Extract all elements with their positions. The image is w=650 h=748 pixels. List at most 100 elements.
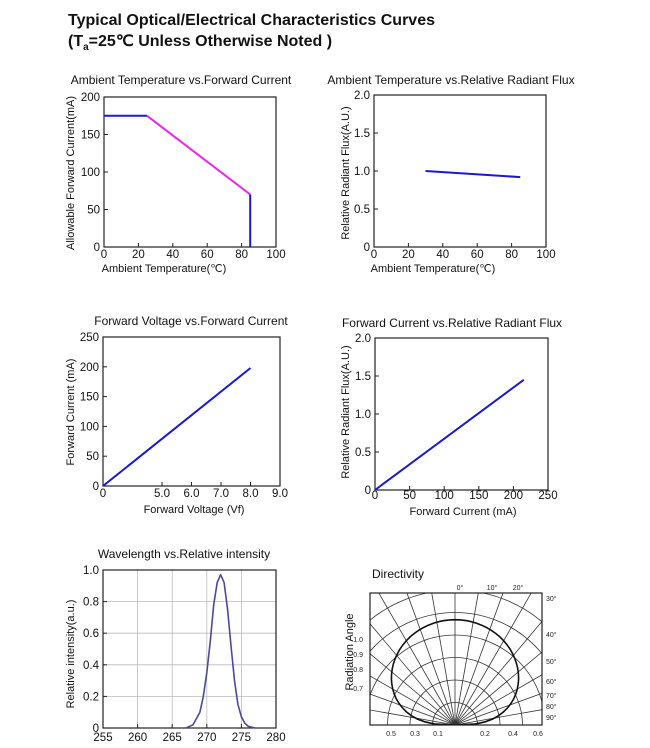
- polar-spoke: [370, 653, 456, 725]
- x-axis-label: Ambient Temperature(℃): [102, 263, 227, 275]
- x-axis-label: Forward Voltage (Vf): [144, 504, 245, 516]
- y-tick-label: 0.5: [354, 204, 370, 216]
- x-tick-label: 7.0: [213, 488, 229, 500]
- x-tick-label: 0: [372, 490, 378, 502]
- polar-spoke: [378, 593, 456, 725]
- y-tick-label: 1.0: [354, 166, 370, 178]
- chart-title: Ambient Temperature vs.Relative Radiant …: [327, 73, 574, 87]
- x-tick-label: 50: [403, 490, 416, 502]
- polar-spoke: [370, 709, 456, 725]
- x-tick-label: 40: [436, 249, 449, 261]
- chart-current-vs-flux-svg: 0 0.5 1.0 1.5 2.0 0 50 100 150 200 250 Forward Curr…: [340, 316, 562, 518]
- x-tick-label: 250: [538, 490, 557, 502]
- polar-grid: [370, 593, 542, 725]
- chart-temp-vs-current: 0 50 100 150 200 0 20 40 60 80 100 Ambient Temperat…: [0, 60, 325, 290]
- y-tick-label: 0: [365, 485, 371, 497]
- y-tick-label: 150: [81, 130, 100, 142]
- angle-label-top: 10°: [487, 584, 498, 592]
- x-tick-label: 9.0: [272, 488, 288, 500]
- y-tick-label: 1.5: [354, 128, 370, 140]
- radial-label-left: 1.0: [353, 637, 363, 644]
- y-tick-label: 1.0: [83, 565, 99, 577]
- chart-title: Directivity: [372, 567, 424, 581]
- chart-title: Forward Voltage vs.Forward Current: [94, 314, 288, 328]
- radial-label-left: 0.8: [353, 667, 363, 674]
- x-tick-label: 270: [197, 732, 216, 744]
- heading-line-2-rest: =25℃ Unless Otherwise Noted ): [88, 33, 333, 50]
- angle-label-right: 90°: [546, 714, 557, 722]
- y-tick-label: 0.6: [83, 628, 99, 640]
- angle-label-right: 50°: [546, 658, 557, 666]
- y-tick-label: 2.0: [355, 333, 371, 345]
- y-tick-label: 0.4: [83, 660, 100, 672]
- series-line-derating: [146, 115, 251, 196]
- polar-spoke: [454, 692, 542, 725]
- x-tick-label: 60: [201, 249, 214, 261]
- angle-label-right: 70°: [546, 692, 557, 700]
- x-tick-label: 275: [232, 732, 251, 744]
- y-tick-label: 200: [80, 362, 99, 374]
- radial-label-bottom-right: 0.4: [508, 731, 518, 738]
- chart-title: Ambient Temperature vs.Forward Current: [71, 73, 292, 87]
- polar-spoke: [370, 693, 456, 725]
- chart-voltage-vs-current: 0 50 100 150 200 250 5.0 6.0 7.0 8.0 9.0 0 Forward V…: [0, 305, 325, 535]
- y-tick-label: 200: [81, 92, 100, 104]
- angle-label-right: 80°: [546, 703, 557, 711]
- x-tick-label: 150: [469, 490, 488, 502]
- y-tick-label: 0.5: [355, 447, 371, 459]
- x-axis-label: Ambient Temperature(℃): [371, 263, 496, 275]
- angle-label-top: 0°: [457, 584, 464, 592]
- y-tick-label: 0: [94, 242, 100, 254]
- chart-directivity-svg: Directivity Radiation Angle 0° 10° 20° 30° 40°…: [344, 567, 557, 738]
- y-tick-label: 100: [81, 167, 100, 179]
- page-heading: Typical Optical/Electrical Characteristi…: [68, 10, 488, 58]
- radial-label-left: 0.9: [353, 652, 363, 659]
- x-tick-label: 80: [505, 249, 518, 261]
- y-tick-label: 0: [93, 481, 99, 493]
- y-tick-label: 1.5: [355, 371, 371, 383]
- radial-label-bottom-left: 0.1: [433, 731, 443, 738]
- x-tick-label: 100: [266, 249, 285, 261]
- y-axis-label: Allowable Forward Current(mA): [65, 96, 77, 250]
- angle-label-top: 20°: [513, 584, 524, 592]
- chart-temp-vs-flux: 0 0.5 1.0 1.5 2.0 0 20 40 60 80 100 Ambient Tempera…: [325, 60, 650, 290]
- series-line-iv: [102, 367, 252, 487]
- polar-spoke: [454, 651, 542, 725]
- x-tick-label: 280: [266, 732, 285, 744]
- chart-title: Wavelength vs.Relative intensity: [98, 547, 270, 561]
- chart-current-vs-flux: 0 0.5 1.0 1.5 2.0 0 50 100 150 200 250 Forward Curr…: [325, 305, 650, 535]
- x-tick-label: 6.0: [184, 488, 200, 500]
- y-tick-label: 250: [80, 332, 99, 344]
- series-line-flux: [374, 378, 525, 491]
- y-tick-label: 150: [80, 392, 99, 404]
- chart-temp-vs-current-svg: 0 50 100 150 200 0 20 40 60 80 100 Ambient Temperat…: [65, 73, 292, 275]
- y-axis-label: Relative intensity(a.u.): [65, 600, 77, 709]
- y-tick-label: 100: [80, 421, 99, 433]
- chart-voltage-vs-current-svg: 0 50 100 150 200 250 5.0 6.0 7.0 8.0 9.0 0 Forward V…: [65, 314, 288, 516]
- y-tick-label: 0.8: [83, 597, 99, 609]
- y-axis-label: Radiation Angle: [344, 613, 356, 690]
- x-tick-label: 40: [166, 249, 179, 261]
- polar-spoke: [454, 620, 542, 725]
- x-tick-label: 100: [536, 249, 555, 261]
- angle-label-right: 60°: [546, 678, 557, 686]
- polar-spoke: [370, 623, 456, 725]
- polar-spoke: [454, 674, 542, 725]
- y-axis-label: Relative Radiant Flux(A.U.): [340, 106, 352, 239]
- series-line-pattern: [390, 618, 520, 725]
- heading-line-2: (Ta=25℃ Unless Otherwise Noted ): [68, 31, 488, 58]
- series-line-spectrum: [185, 573, 256, 729]
- x-tick-label: 60: [471, 249, 484, 261]
- y-axis-label: Relative Radiant Flux(A.U.): [340, 345, 352, 478]
- radial-label-bottom-left: 0.3: [410, 731, 420, 738]
- angle-label-right: 30°: [546, 595, 557, 603]
- plot-frame: [374, 337, 549, 491]
- x-tick-label: 5.0: [154, 488, 170, 500]
- x-tick-label: 80: [235, 249, 248, 261]
- heading-line-1: Typical Optical/Electrical Characteristi…: [68, 12, 435, 29]
- x-tick-label: 255: [93, 732, 112, 744]
- polar-spoke: [370, 675, 456, 725]
- polar-spoke: [454, 593, 532, 725]
- radial-label-bottom-right: 0.2: [480, 731, 490, 738]
- x-tick-label: 100: [435, 490, 454, 502]
